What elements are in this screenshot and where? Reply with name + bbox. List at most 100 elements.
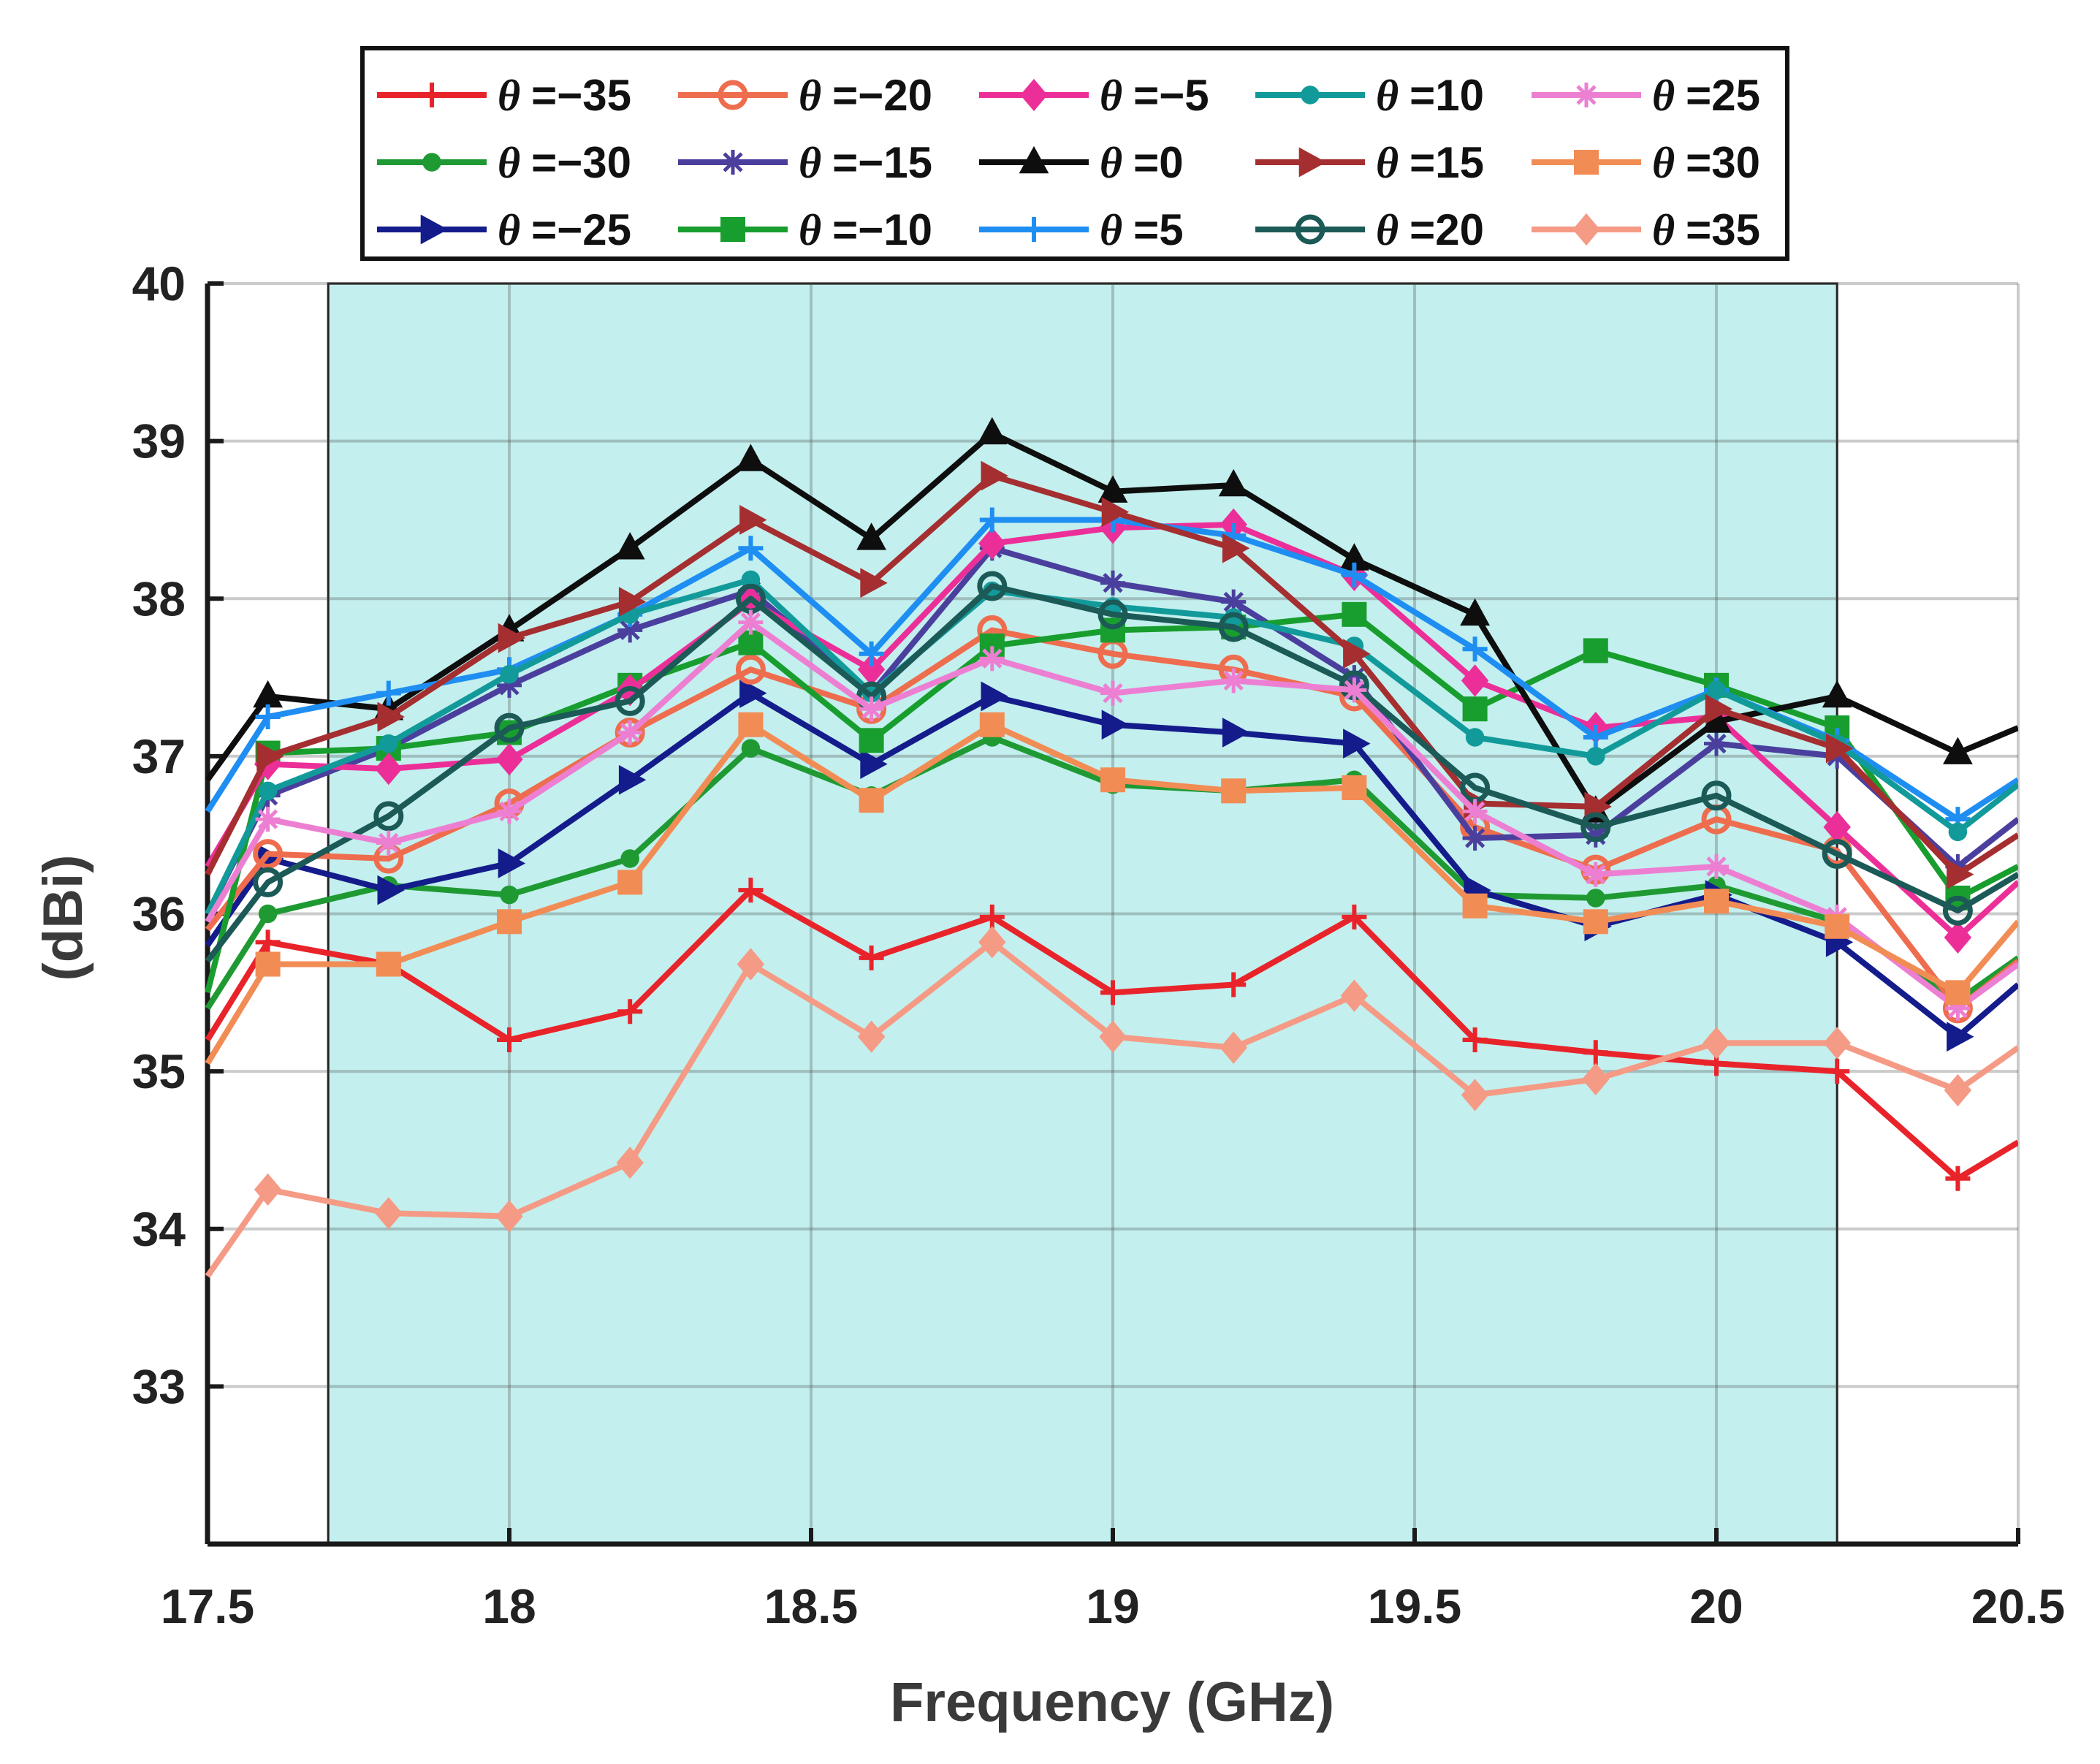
legend-angle: =20 xyxy=(1409,205,1484,254)
y-tick-label: 34 xyxy=(132,1202,186,1256)
data-point xyxy=(1097,599,1128,630)
data-point xyxy=(1100,767,1125,793)
y-tick-label: 35 xyxy=(132,1044,186,1098)
data-point xyxy=(1218,612,1249,642)
data-point xyxy=(739,505,767,535)
data-point xyxy=(1221,778,1247,804)
legend-angle: =−25 xyxy=(531,205,631,254)
x-axis-title: Frequency (GHz) xyxy=(890,1671,1334,1733)
data-point xyxy=(737,948,765,981)
data-point xyxy=(857,653,886,686)
data-point xyxy=(1574,150,1599,175)
data-point xyxy=(1301,85,1320,104)
legend-box xyxy=(360,46,1789,261)
series-line xyxy=(205,583,2018,963)
data-point xyxy=(1342,562,1367,588)
legend-item: θ =5 xyxy=(979,205,1184,254)
x-tick-label: 19 xyxy=(1086,1579,1139,1633)
data-point xyxy=(1022,217,1046,242)
data-point xyxy=(1944,1073,1972,1107)
legend-angle: =0 xyxy=(1133,138,1183,187)
data-point xyxy=(1100,680,1125,706)
data-point xyxy=(1583,1040,1608,1065)
data-point xyxy=(1340,979,1369,1012)
data-point xyxy=(977,571,1008,601)
data-point xyxy=(1462,893,1488,919)
data-point xyxy=(1462,636,1488,662)
data-point xyxy=(1703,1027,1730,1060)
data-point xyxy=(1583,909,1608,935)
data-point xyxy=(738,536,764,561)
data-point xyxy=(1020,78,1048,112)
x-tick-label: 17.5 xyxy=(161,1579,254,1633)
data-point xyxy=(860,568,888,598)
data-point xyxy=(258,904,278,924)
data-point xyxy=(1586,889,1605,908)
data-point xyxy=(253,839,284,870)
data-point xyxy=(1822,839,1852,870)
series-13 xyxy=(205,609,2018,1021)
legend-item: θ =30 xyxy=(1532,138,1760,187)
data-point xyxy=(1100,980,1125,1005)
data-point xyxy=(1218,468,1249,497)
legend-angle: =10 xyxy=(1409,71,1484,120)
data-point xyxy=(1342,665,1367,691)
data-point xyxy=(1572,213,1600,246)
data-point xyxy=(741,739,761,758)
data-point xyxy=(1462,1027,1488,1052)
series-12 xyxy=(205,571,2018,963)
data-point xyxy=(497,672,522,698)
data-point xyxy=(1101,710,1130,740)
data-point xyxy=(1825,913,1850,939)
data-point xyxy=(617,999,643,1024)
data-point xyxy=(1342,677,1367,703)
data-point xyxy=(1343,729,1371,759)
data-point xyxy=(1342,775,1367,800)
legend-theta-symbol: θ xyxy=(799,206,832,254)
data-point xyxy=(1705,693,1733,724)
data-point xyxy=(1945,1166,1971,1191)
data-point xyxy=(977,417,1008,445)
data-point xyxy=(1586,747,1605,766)
data-point xyxy=(1462,799,1488,824)
data-point xyxy=(738,712,764,737)
y-tick-label: 36 xyxy=(132,887,186,941)
data-point xyxy=(500,885,519,905)
data-point xyxy=(1580,812,1611,843)
series-group xyxy=(205,417,2018,1278)
data-point xyxy=(859,641,884,666)
data-point xyxy=(1101,497,1130,528)
data-point xyxy=(735,654,766,685)
legend-theta-symbol: θ xyxy=(1100,72,1133,120)
data-point xyxy=(1583,862,1608,887)
legend-theta-symbol: θ xyxy=(498,72,531,120)
data-point xyxy=(1943,737,1973,764)
data-point xyxy=(720,150,745,175)
legend: θ =−35 θ =−20 θ =−5 θ =10 θ =25θ =−30 θ =−15 θ… xyxy=(360,46,1789,261)
data-point xyxy=(860,749,888,780)
data-point xyxy=(255,807,281,832)
legend-label: θ =−20 xyxy=(799,71,932,120)
data-point xyxy=(1701,705,1732,733)
legend-label: θ =−30 xyxy=(498,138,631,187)
data-point xyxy=(978,527,1006,560)
x-tick-label: 19.5 xyxy=(1368,1579,1461,1633)
legend-label: θ =−5 xyxy=(1100,71,1209,120)
plot-area: 17.5 18 18.5 19 19.5 20 20.5 33 34 35 36 37 38 39 40 xyxy=(132,256,2066,1633)
data-point xyxy=(615,532,645,560)
legend-item: θ =−15 xyxy=(678,138,932,187)
legend-label: θ =0 xyxy=(1100,138,1184,187)
data-point xyxy=(1221,668,1247,693)
legend-item: θ =−20 xyxy=(678,71,932,120)
data-point xyxy=(1583,822,1608,848)
data-point xyxy=(720,217,745,242)
data-point xyxy=(1342,904,1367,929)
data-point xyxy=(497,1027,522,1052)
legend-theta-symbol: θ xyxy=(799,139,832,187)
data-point xyxy=(1948,822,1968,842)
legend-theta-symbol: θ xyxy=(1376,72,1409,120)
legend-angle: =−5 xyxy=(1133,71,1209,120)
data-point xyxy=(859,945,884,970)
y-axis-title: (dBi) xyxy=(32,854,94,981)
